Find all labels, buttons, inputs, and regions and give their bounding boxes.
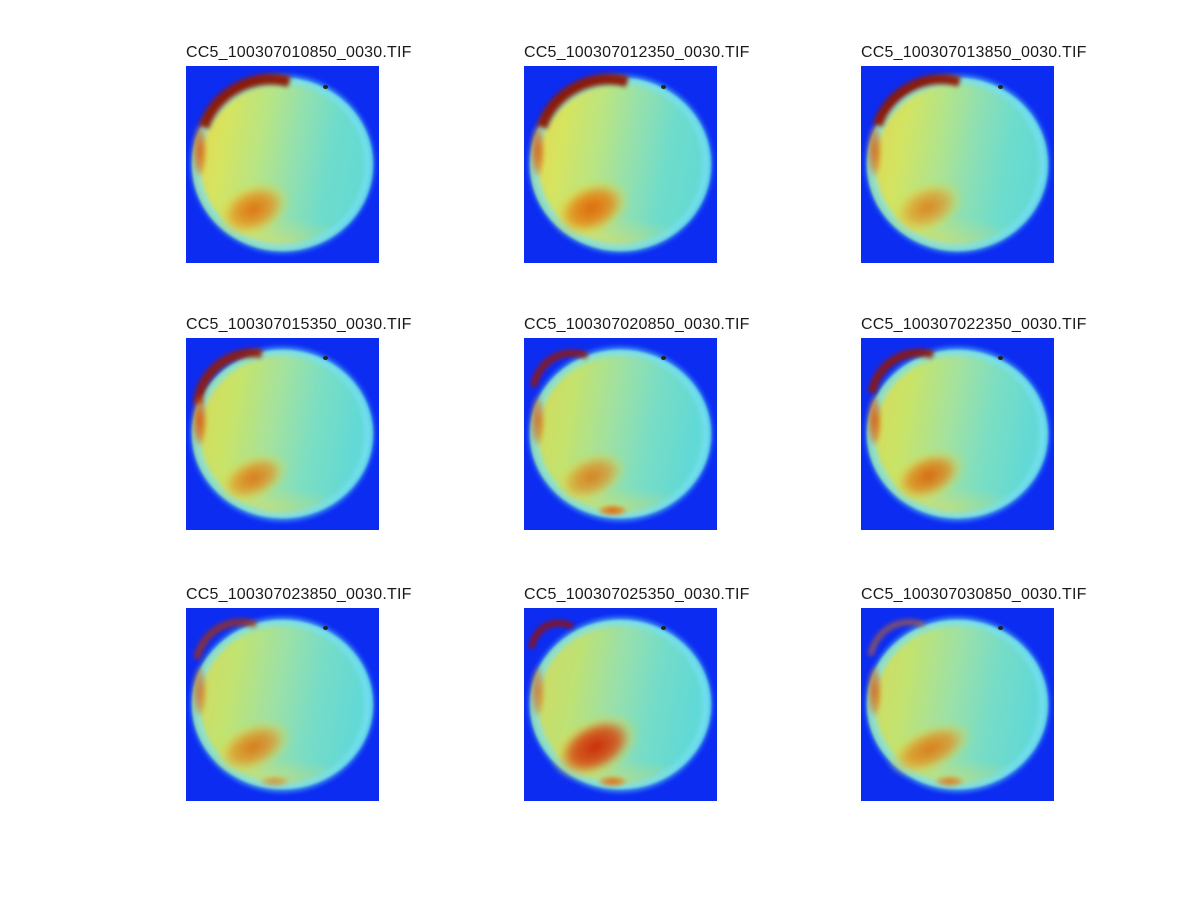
allsky-thermal-image — [524, 608, 717, 801]
subplot-1: CC5_100307010850_0030.TIF — [186, 44, 411, 263]
subplot-title: CC5_100307015350_0030.TIF — [186, 316, 412, 333]
subplot-title: CC5_100307025350_0030.TIF — [524, 586, 750, 603]
sun-marker-dot — [998, 84, 1004, 89]
subplot-9: CC5_100307030850_0030.TIF — [861, 586, 1086, 801]
subplot-7: CC5_100307023850_0030.TIF — [186, 586, 411, 801]
left-rim-streak — [189, 115, 210, 187]
allsky-thermal-image — [186, 608, 379, 801]
subplot-title: CC5_100307030850_0030.TIF — [861, 586, 1087, 603]
sun-marker-dot — [661, 356, 667, 361]
allsky-thermal-image — [186, 66, 379, 263]
left-rim-streak — [864, 656, 885, 726]
bottom-warm-spot — [255, 773, 295, 790]
sun-marker-dot — [323, 626, 329, 631]
bottom-warm-spot — [930, 773, 970, 790]
subplot-title: CC5_100307023850_0030.TIF — [186, 586, 412, 603]
subplot-4: CC5_100307015350_0030.TIF — [186, 316, 411, 530]
sun-marker-dot — [661, 626, 667, 631]
allsky-thermal-image — [186, 338, 379, 530]
sun-marker-dot — [998, 356, 1004, 361]
subplot-5: CC5_100307020850_0030.TIF — [524, 316, 749, 530]
bottom-warm-spot — [593, 773, 633, 790]
allsky-thermal-image — [861, 338, 1054, 530]
subplot-3: CC5_100307013850_0030.TIF — [861, 44, 1086, 263]
subplot-title: CC5_100307020850_0030.TIF — [524, 316, 750, 333]
sun-marker-dot — [998, 626, 1004, 631]
left-rim-streak — [527, 115, 548, 187]
subplot-title: CC5_100307012350_0030.TIF — [524, 44, 750, 61]
sun-marker-dot — [323, 84, 329, 89]
left-rim-streak — [864, 115, 885, 187]
left-rim-streak — [189, 386, 210, 456]
sun-marker-dot — [323, 356, 329, 361]
left-rim-streak — [189, 656, 210, 726]
subplot-title: CC5_100307010850_0030.TIF — [186, 44, 412, 61]
allsky-thermal-image — [861, 608, 1054, 801]
left-rim-streak — [527, 656, 548, 726]
left-rim-streak — [864, 386, 885, 456]
bottom-warm-spot — [593, 503, 633, 519]
allsky-thermal-image — [524, 66, 717, 263]
allsky-thermal-image — [524, 338, 717, 530]
subplot-6: CC5_100307022350_0030.TIF — [861, 316, 1086, 530]
subplot-8: CC5_100307025350_0030.TIF — [524, 586, 749, 801]
left-rim-streak — [527, 386, 548, 456]
subplot-2: CC5_100307012350_0030.TIF — [524, 44, 749, 263]
sun-marker-dot — [661, 84, 667, 89]
allsky-thermal-image — [861, 66, 1054, 263]
subplot-title: CC5_100307022350_0030.TIF — [861, 316, 1087, 333]
subplot-title: CC5_100307013850_0030.TIF — [861, 44, 1087, 61]
